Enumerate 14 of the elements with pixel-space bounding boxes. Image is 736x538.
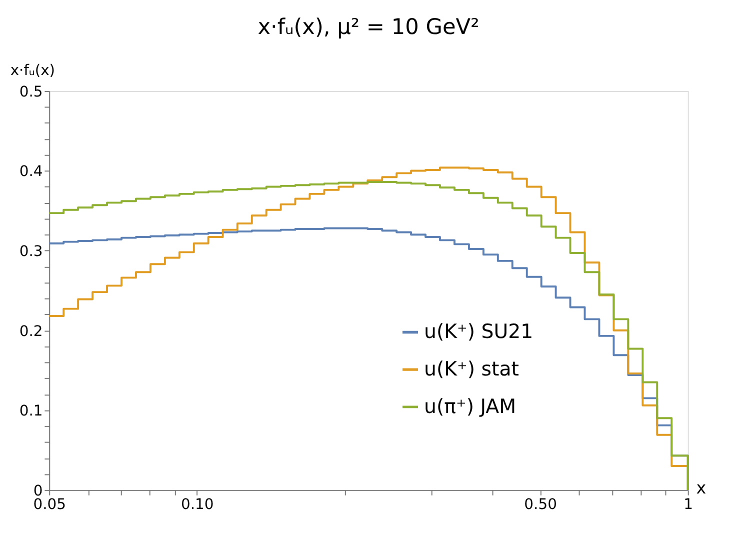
x-tick-label: 0.50 (524, 496, 557, 514)
x-tick-label: 0.10 (181, 496, 214, 514)
legend-label: u(π⁺) JAM (424, 394, 516, 418)
legend-label: u(K⁺) SU21 (424, 320, 534, 344)
y-tick-label: 0.3 (19, 242, 43, 260)
y-tick-label: 0.1 (19, 402, 43, 420)
y-tick-label: 0.2 (19, 322, 43, 340)
y-tick-label: 0.5 (19, 83, 43, 100)
y-tick-label: 0.4 (19, 163, 43, 180)
y-axis-title: x·fᵤ(x) (10, 62, 56, 79)
x-tick-label: 1 (684, 496, 694, 514)
x-axis-title: x (696, 477, 706, 498)
chart-title: x·fᵤ(x), μ² = 10 GeV² (258, 15, 480, 40)
legend-label: u(K⁺) stat (424, 357, 520, 380)
